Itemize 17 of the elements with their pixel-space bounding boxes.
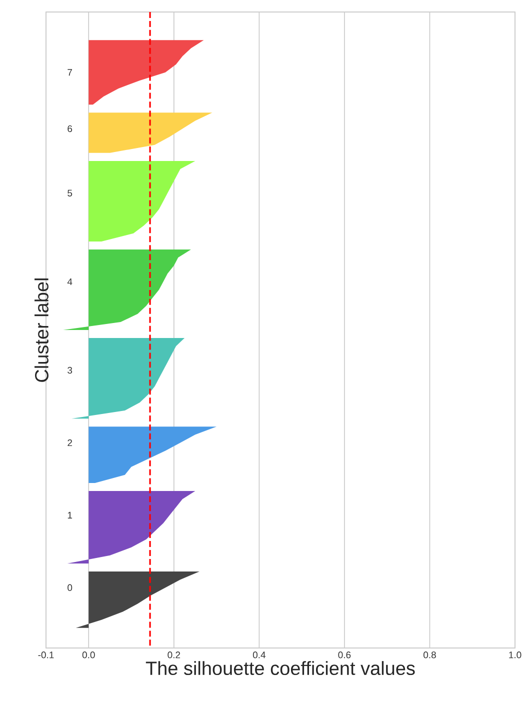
y-tick-label: 5 (68, 190, 72, 196)
y-tick-label: 7 (68, 69, 72, 76)
x-tick-label: -0.1 (38, 652, 54, 658)
x-tick-label: 1.0 (509, 652, 522, 658)
y-tick-label: 2 (68, 439, 72, 446)
x-axis-title: The silhouette coefficient values (146, 661, 415, 676)
y-tick-label: 3 (68, 366, 72, 374)
x-tick-label: 0.6 (338, 652, 351, 658)
x-tick-label: 0.4 (252, 652, 266, 658)
y-tick-label: 0 (68, 584, 72, 591)
y-tick-label: 6 (68, 125, 72, 132)
x-tick-label: 0.0 (82, 652, 95, 658)
y-axis-title: Cluster label (34, 278, 48, 382)
y-tick-label: 1 (68, 512, 72, 518)
y-tick-label: 4 (67, 278, 72, 285)
x-tick-label: 0.2 (168, 652, 180, 658)
x-tick-label: 0.8 (424, 652, 436, 658)
